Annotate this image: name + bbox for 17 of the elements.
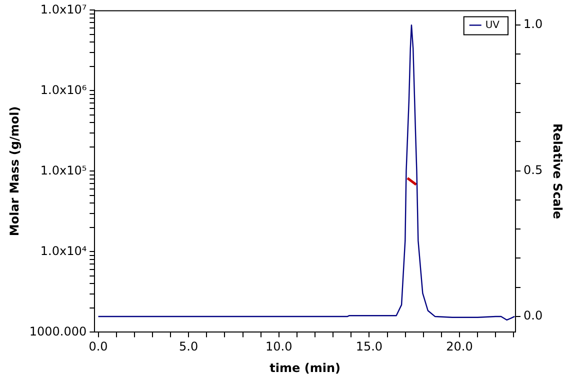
y-tick-label: 1.0x10⁶ [40, 82, 87, 97]
y-axis-title: Molar Mass (g/mol) [7, 106, 22, 236]
x-tick-label: 5.0 [179, 340, 198, 354]
x-tick-label: 20.0 [446, 340, 473, 354]
x-tick-label: 0.0 [88, 340, 108, 354]
y2-axis-title: Relative Scale [550, 123, 565, 220]
y2-tick-label: 0.0 [524, 308, 543, 323]
x-tick-label: 10.0 [266, 340, 292, 354]
y2-tick-label: 1.0 [524, 17, 543, 32]
y-tick-label: 1000.000 [29, 324, 87, 338]
x-axis-title: time (min) [270, 360, 340, 375]
y2-tick-label: 0.5 [524, 162, 543, 177]
x-tick-label: 15.0 [356, 340, 383, 354]
y-tick-label: 1.0x10⁷ [40, 2, 87, 16]
y-tick-label: 1.0x10⁵ [40, 163, 87, 178]
legend-label: UV [485, 20, 500, 31]
y-tick-label: 1.0x10⁴ [40, 244, 87, 258]
